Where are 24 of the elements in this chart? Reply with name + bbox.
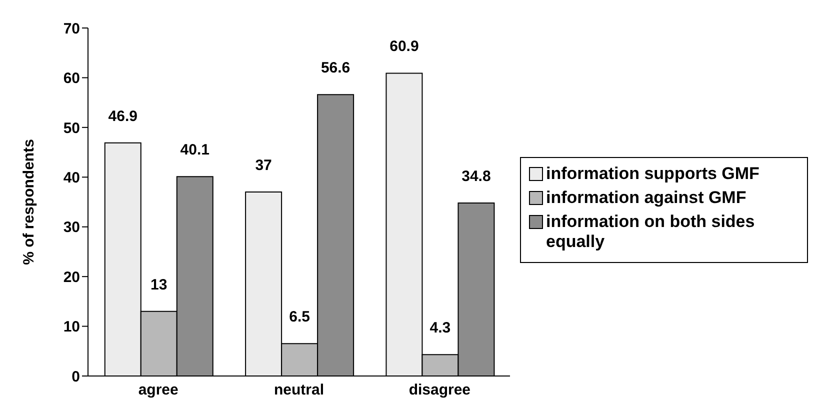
data-label: 60.9 <box>390 38 419 56</box>
y-axis-title: % of respondents <box>20 139 38 265</box>
data-label: 13 <box>150 276 168 294</box>
y-tick-label: 30 <box>63 219 80 236</box>
data-label: 6.5 <box>289 308 310 326</box>
x-tick-label: disagree <box>408 382 471 399</box>
data-label: 46.9 <box>108 108 138 125</box>
data-label: 34.8 <box>462 168 491 185</box>
y-tick-label: 70 <box>63 20 80 38</box>
legend-label: information supports GMF <box>546 164 760 184</box>
y-tick-label: 40 <box>63 169 80 186</box>
legend-label: information against GMF <box>546 188 746 208</box>
data-label: 56.6 <box>320 60 350 77</box>
y-tick-label: 20 <box>63 268 80 286</box>
y-tick-label: 0 <box>72 368 80 386</box>
data-label: 40.1 <box>180 142 210 159</box>
x-tick-label: neutral <box>274 382 324 399</box>
data-label: 37 <box>255 157 272 174</box>
x-tick-label: agree <box>138 382 178 399</box>
y-tick-label: 50 <box>63 120 80 137</box>
y-tick-label: 10 <box>63 318 80 336</box>
data-label: 4.3 <box>430 320 451 337</box>
y-tick-label: 60 <box>63 70 80 88</box>
legend-label: information on both sides equally <box>546 212 756 252</box>
